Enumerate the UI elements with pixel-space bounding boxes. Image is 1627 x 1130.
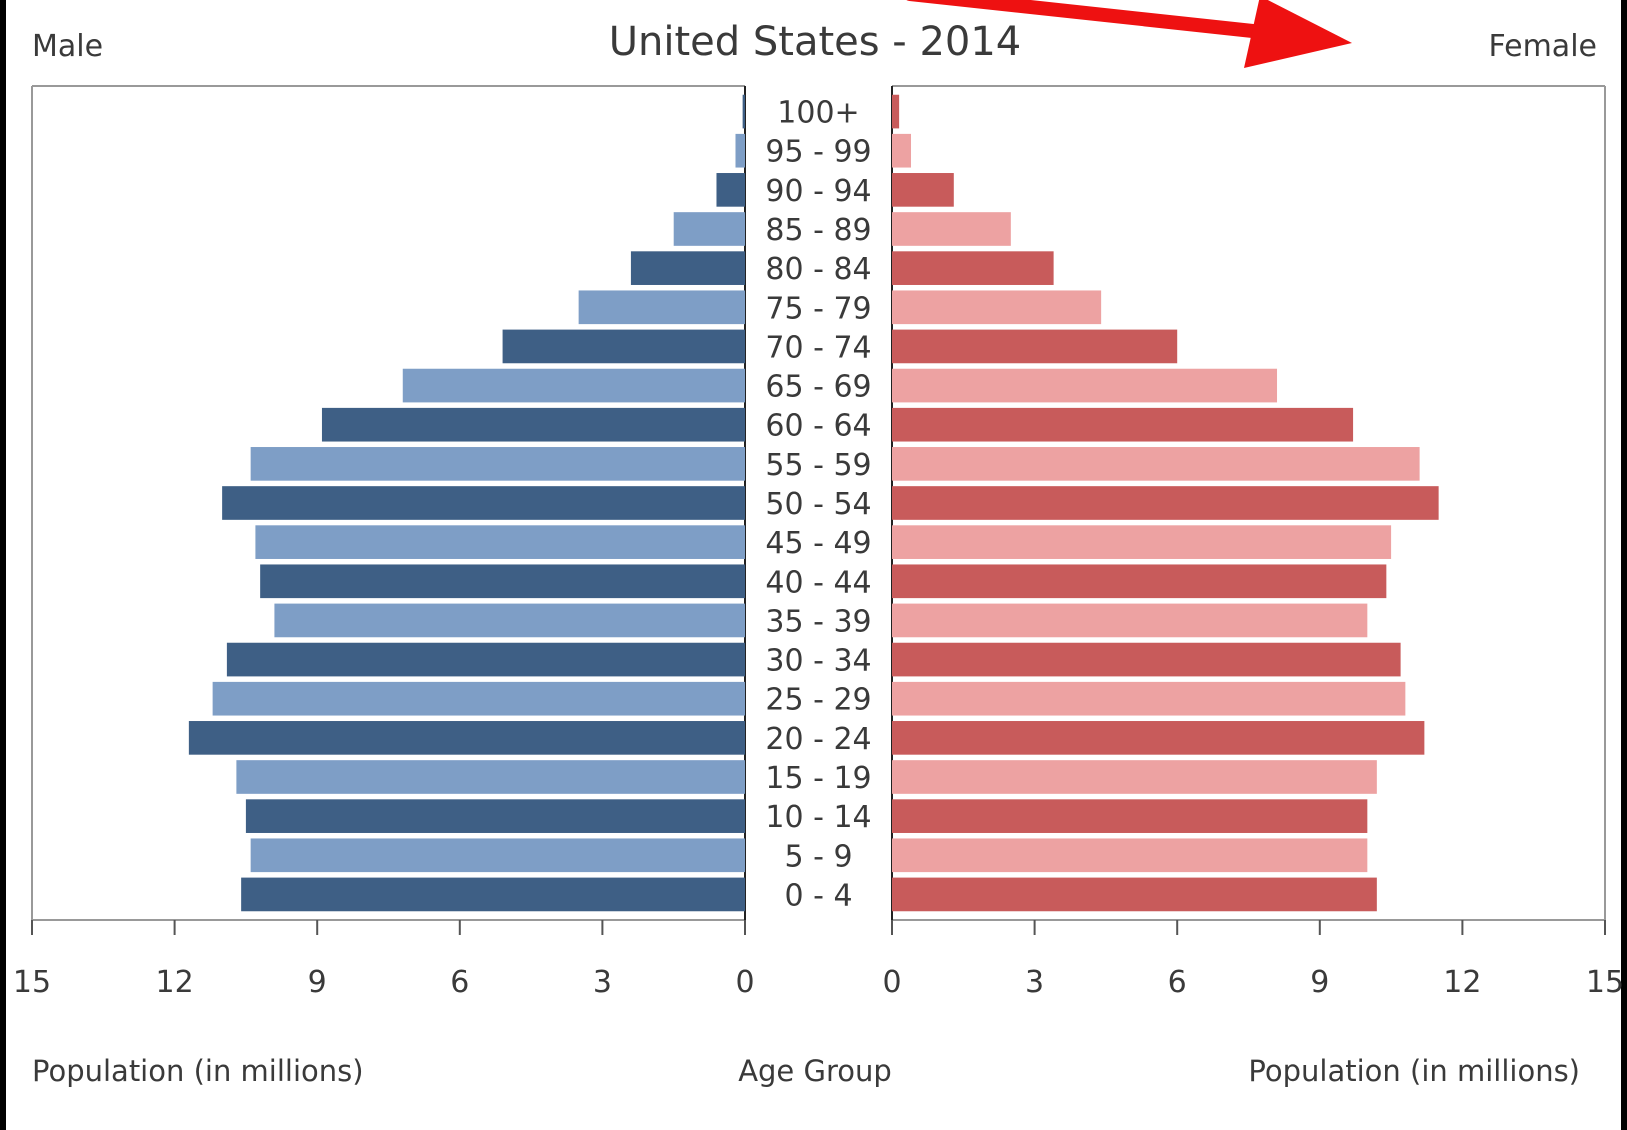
age-group-label: 60 - 64 xyxy=(765,409,871,444)
age-group-label: 70 - 74 xyxy=(765,330,871,365)
female-tick-label: 15 xyxy=(1586,965,1624,1000)
female-bar-85-89 xyxy=(892,212,1011,246)
male-tick-label: 12 xyxy=(156,965,194,1000)
male-bar-90-94 xyxy=(716,173,745,207)
female-bar-5-9 xyxy=(892,838,1368,873)
female-bar-80-84 xyxy=(892,251,1054,285)
male-x-ticks: 0 3 6 9 12 15 xyxy=(13,920,755,1000)
male-bar-35-39 xyxy=(274,603,745,638)
female-bar-50-54 xyxy=(892,486,1439,520)
age-group-label: 20 - 24 xyxy=(765,722,871,757)
female-x-axis-label: Population (in millions) xyxy=(1248,1054,1580,1088)
male-bar-40-44 xyxy=(260,564,745,599)
age-group-label: 10 - 14 xyxy=(765,800,871,835)
male-tick-label: 0 xyxy=(735,965,754,1000)
female-bar-60-64 xyxy=(892,407,1354,442)
female-bar-35-39 xyxy=(892,603,1368,638)
male-bar-80-84 xyxy=(630,251,745,285)
male-bar-75-79 xyxy=(578,290,745,325)
female-bar-45-49 xyxy=(892,525,1392,559)
red-arrow-shaft xyxy=(906,0,1269,39)
age-group-label: 5 - 9 xyxy=(784,839,852,874)
female-bar-20-24 xyxy=(892,721,1425,755)
male-tick-label: 6 xyxy=(450,965,469,1000)
age-group-label: 65 - 69 xyxy=(765,370,871,405)
female-bar-10-14 xyxy=(892,799,1368,833)
female-bar-25-29 xyxy=(892,681,1406,716)
red-arrow-annotation xyxy=(906,0,1352,68)
male-bar-70-74 xyxy=(502,329,745,364)
male-bar-5-9 xyxy=(250,838,746,873)
age-group-label: 50 - 54 xyxy=(765,487,871,522)
male-bar-0-4 xyxy=(241,877,745,912)
male-x-axis-label: Population (in millions) xyxy=(32,1054,364,1088)
age-group-label: 100+ xyxy=(777,96,859,131)
male-bar-85-89 xyxy=(673,212,745,246)
male-bar-95-99 xyxy=(735,133,745,168)
female-bar-75-79 xyxy=(892,290,1102,325)
female-x-ticks: 0 3 6 9 12 15 xyxy=(882,920,1624,1000)
male-bar-30-34 xyxy=(226,642,746,677)
female-panel: 0 3 6 9 12 15 xyxy=(882,85,1624,1000)
age-group-label: 95 - 99 xyxy=(765,135,871,170)
male-bar-45-49 xyxy=(255,525,745,559)
chart-title: United States - 2014 xyxy=(609,19,1022,65)
male-bar-100plus xyxy=(742,94,745,129)
male-bar-60-64 xyxy=(321,407,745,442)
age-group-label: 90 - 94 xyxy=(765,174,871,209)
female-side-label: Female xyxy=(1489,29,1597,64)
female-bar-30-34 xyxy=(892,642,1401,677)
female-tick-label: 12 xyxy=(1443,965,1481,1000)
age-group-label: 30 - 34 xyxy=(765,644,871,679)
age-group-axis-label: Age Group xyxy=(738,1054,892,1088)
female-bar-0-4 xyxy=(892,877,1377,912)
female-bar-90-94 xyxy=(892,173,954,207)
age-group-label: 80 - 84 xyxy=(765,252,871,287)
female-bar-70-74 xyxy=(892,329,1178,364)
female-tick-label: 9 xyxy=(1310,965,1329,1000)
age-group-label: 75 - 79 xyxy=(765,291,871,326)
age-group-label: 15 - 19 xyxy=(765,761,871,796)
male-bar-65-69 xyxy=(402,368,745,403)
male-tick-label: 15 xyxy=(13,965,51,1000)
male-bars xyxy=(188,94,746,912)
female-bar-15-19 xyxy=(892,760,1377,794)
female-bar-55-59 xyxy=(892,447,1420,481)
female-bar-65-69 xyxy=(892,368,1278,403)
female-bars xyxy=(892,94,1439,912)
male-side-label: Male xyxy=(32,29,103,64)
male-panel: 0 3 6 9 12 15 xyxy=(13,85,755,1000)
female-tick-label: 6 xyxy=(1168,965,1187,1000)
age-group-label: 35 - 39 xyxy=(765,604,871,639)
male-bar-25-29 xyxy=(212,681,746,716)
age-group-label: 25 - 29 xyxy=(765,683,871,718)
female-tick-label: 3 xyxy=(1025,965,1044,1000)
age-group-label: 45 - 49 xyxy=(765,526,871,561)
red-arrow-head xyxy=(1244,0,1352,68)
male-bar-15-19 xyxy=(236,760,746,794)
age-group-labels: 0 - 4 5 - 9 10 - 14 15 - 19 20 - 24 25 - 29 30… xyxy=(765,96,871,914)
age-group-label: 55 - 59 xyxy=(765,448,871,483)
male-bar-20-24 xyxy=(188,721,746,755)
age-group-label: 85 - 89 xyxy=(765,213,871,248)
male-tick-label: 3 xyxy=(593,965,612,1000)
age-group-label: 40 - 44 xyxy=(765,565,871,600)
female-bar-95-99 xyxy=(892,133,912,168)
male-tick-label: 9 xyxy=(308,965,327,1000)
male-bar-10-14 xyxy=(245,799,745,833)
age-group-label: 0 - 4 xyxy=(784,878,852,913)
male-bar-50-54 xyxy=(222,486,746,520)
female-bar-100plus xyxy=(892,94,900,129)
female-tick-label: 0 xyxy=(882,965,901,1000)
female-bar-40-44 xyxy=(892,564,1387,599)
male-bar-55-59 xyxy=(250,447,746,481)
